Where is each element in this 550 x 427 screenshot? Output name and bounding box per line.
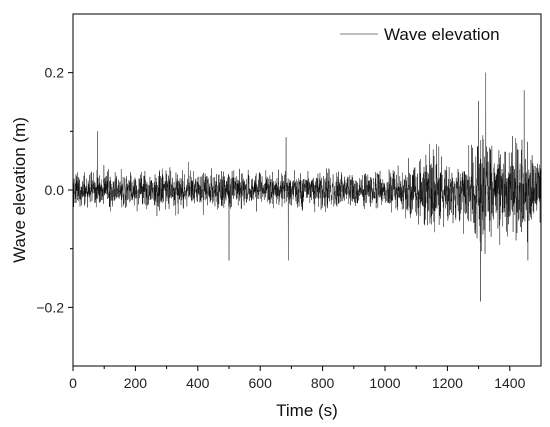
y-tick-label: 0.0 [45,182,65,198]
x-axis-ticks: 0 200 400 600 800 1000 1200 1400 [69,366,526,391]
x-axis-title: Time (s) [276,401,338,420]
y-tick-label: 0.2 [45,65,65,81]
x-tick-label: 600 [249,375,273,391]
x-tick-label: 1000 [369,375,400,391]
x-tick-label: 200 [124,375,148,391]
x-tick-label: 800 [311,375,335,391]
legend-label: Wave elevation [384,25,500,44]
y-axis-ticks: −0.2 0.0 0.2 [36,65,73,315]
x-tick-label: 400 [186,375,210,391]
y-axis-title: Wave elevation (m) [10,117,29,263]
y-tick-label: −0.2 [36,299,64,315]
x-tick-label: 0 [69,375,77,391]
x-tick-label: 1400 [494,375,525,391]
series-line-wave-elevation [72,72,542,302]
x-tick-label: 1200 [432,375,463,391]
legend: Wave elevation [340,25,500,44]
plot-marks [72,72,542,302]
